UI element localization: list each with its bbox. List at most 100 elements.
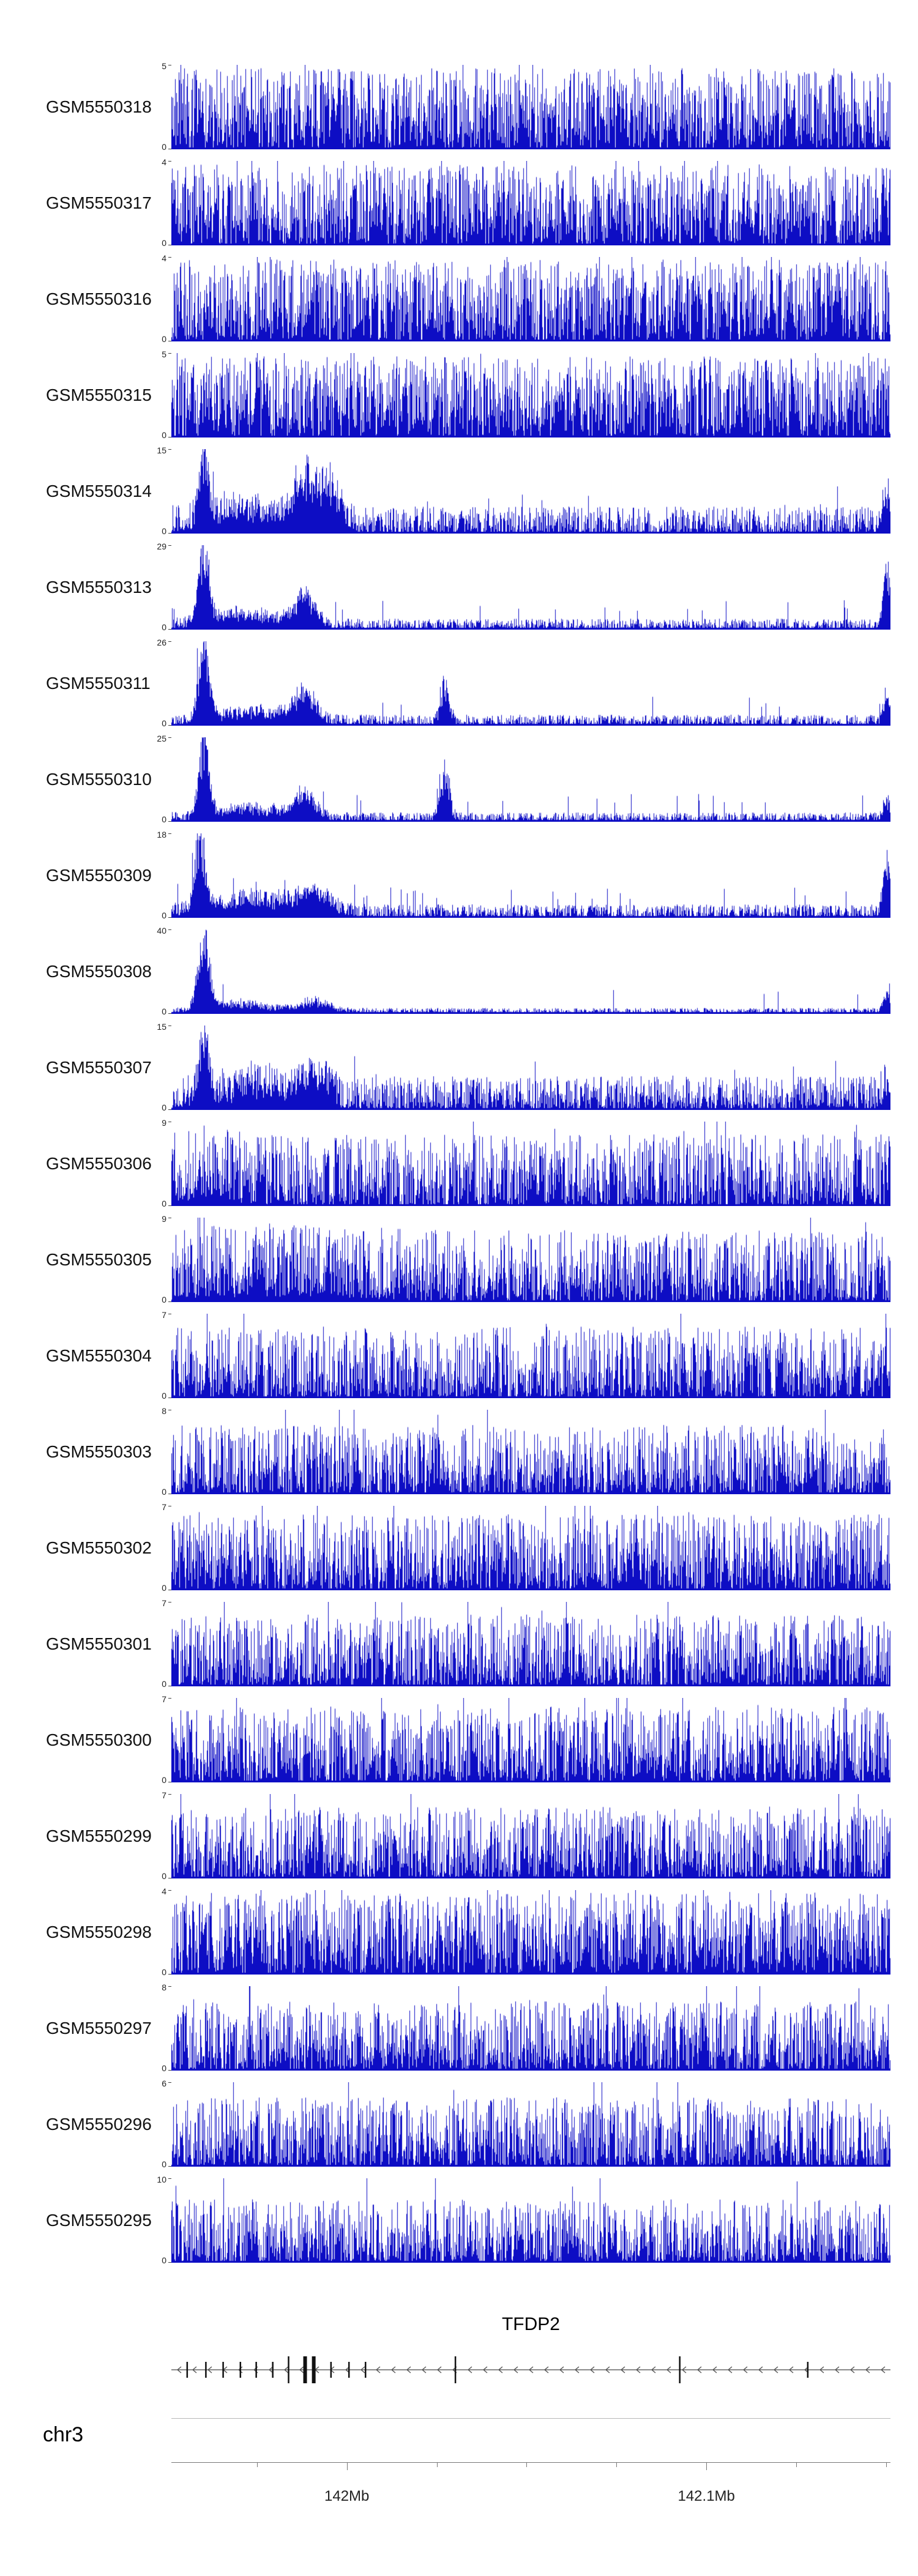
y-axis-top-tick [168, 257, 171, 258]
track-plot: 26 0 [157, 638, 890, 728]
track-row: GSM5550318 5 0 [0, 59, 918, 155]
exon-bar [255, 2362, 257, 2378]
track-label: GSM5550309 [46, 865, 152, 885]
y-axis-bottom-tick [168, 2262, 171, 2263]
y-axis-min-label: 0 [162, 1007, 166, 1016]
coverage-signal-canvas [171, 929, 890, 1014]
track-label: GSM5550300 [46, 1730, 152, 1749]
track-row: GSM5550295 10 0 [0, 2172, 918, 2268]
y-axis-min-label: 0 [162, 814, 166, 824]
intron-direction-chevron [482, 2366, 488, 2373]
intron-direction-chevron [176, 2366, 182, 2373]
track-row: GSM5550309 18 0 [0, 827, 918, 923]
axis-tick-label: 142.1Mb [677, 2488, 735, 2504]
track-row: GSM5550314 15 0 [0, 443, 918, 539]
y-axis-bottom-tick [168, 1205, 171, 1206]
track-row: GSM5550304 7 0 [0, 1308, 918, 1404]
y-axis-min-label: 0 [162, 1775, 166, 1785]
track-label: GSM5550296 [46, 2114, 152, 2134]
intron-direction-chevron [849, 2366, 855, 2373]
y-axis-max-label: 15 [157, 445, 166, 455]
y-axis-min-label: 0 [162, 1295, 166, 1305]
axis-minor-tick [436, 2463, 438, 2467]
y-axis-top-tick [168, 1602, 171, 1603]
exon-bar [807, 2362, 809, 2378]
y-axis-top-tick [168, 545, 171, 546]
coverage-signal-canvas [171, 161, 890, 245]
intron-direction-chevron [681, 2366, 687, 2373]
y-axis-min-label: 0 [162, 1199, 166, 1208]
track-label: GSM5550303 [46, 1442, 152, 1461]
intron-direction-chevron [651, 2366, 656, 2373]
y-axis-max-label: 4 [162, 157, 166, 167]
exon-bar [205, 2362, 207, 2378]
track-plot: 10 0 [157, 2175, 890, 2265]
y-axis-min-label: 0 [162, 142, 166, 152]
coverage-signal-canvas [171, 353, 890, 437]
axis-minor-tick [526, 2463, 528, 2467]
coverage-signal-canvas [171, 1506, 890, 1590]
y-axis-min-label: 0 [162, 1871, 166, 1881]
y-axis-top-tick [168, 1986, 171, 1987]
intron-direction-chevron [742, 2366, 748, 2373]
intron-direction-chevron [727, 2366, 733, 2373]
gene-model-svg [171, 2356, 890, 2383]
y-axis-min-label: 0 [162, 334, 166, 344]
y-axis-max-label: 5 [162, 61, 166, 71]
y-axis-top-tick [168, 2082, 171, 2083]
intron-direction-chevron [696, 2366, 702, 2373]
tracks: GSM5550318 5 0 GSM5550317 4 0 GSM5550316 4 0 GSM5… [0, 59, 918, 2268]
y-axis-max-label: 5 [162, 349, 166, 359]
y-axis-max-label: 15 [157, 1022, 166, 1032]
y-axis-min-label: 0 [162, 622, 166, 632]
intron-direction-chevron [666, 2366, 671, 2373]
y-axis-max-label: 8 [162, 1982, 166, 1992]
intron-direction-chevron [559, 2366, 564, 2373]
track-row: GSM5550297 8 0 [0, 1980, 918, 2076]
y-axis-top-tick [168, 1794, 171, 1795]
y-axis-max-label: 40 [157, 926, 166, 936]
intron-direction-chevron [605, 2366, 610, 2373]
y-axis-max-label: 18 [157, 830, 166, 839]
intron-direction-chevron [758, 2366, 763, 2373]
coverage-signal-canvas [171, 1794, 890, 1878]
y-axis-bottom-tick [168, 2070, 171, 2071]
track-row: GSM5550316 4 0 [0, 251, 918, 347]
coverage-signal-canvas [171, 449, 890, 534]
gene-title: TFDP2 [501, 2314, 560, 2334]
y-axis-max-label: 7 [162, 1598, 166, 1608]
track-plot: 15 0 [157, 446, 890, 535]
y-axis-min-label: 0 [162, 1583, 166, 1593]
y-axis-bottom-tick [168, 725, 171, 726]
track-plot: 25 0 [157, 734, 890, 824]
track-row: GSM5550311 26 0 [0, 635, 918, 731]
track-label: GSM5550313 [46, 577, 152, 597]
intron-direction-chevron [865, 2366, 870, 2373]
track-plot: 18 0 [157, 830, 890, 920]
axis-minor-tick [796, 2463, 797, 2467]
intron-direction-chevron [390, 2366, 396, 2373]
intron-direction-chevron [375, 2366, 381, 2373]
y-axis-max-label: 7 [162, 1502, 166, 1512]
coverage-signal-canvas [171, 1698, 890, 1782]
coverage-signal-canvas [171, 1218, 890, 1302]
y-axis-min-label: 0 [162, 430, 166, 440]
y-axis-max-label: 7 [162, 1310, 166, 1320]
y-axis-bottom-tick [168, 1109, 171, 1110]
intron-direction-chevron [880, 2366, 886, 2373]
y-axis-min-label: 0 [162, 1487, 166, 1497]
y-axis-max-label: 25 [157, 734, 166, 743]
track-row: GSM5550303 8 0 [0, 1404, 918, 1500]
y-axis-top-tick [168, 929, 171, 930]
intron-direction-chevron [299, 2366, 304, 2373]
y-axis-top-tick [168, 2178, 171, 2179]
y-axis-top-tick [168, 833, 171, 834]
track-label: GSM5550316 [46, 289, 152, 308]
y-axis-min-label: 0 [162, 1391, 166, 1401]
track-label: GSM5550298 [46, 1922, 152, 1941]
track-label: GSM5550310 [46, 769, 152, 789]
